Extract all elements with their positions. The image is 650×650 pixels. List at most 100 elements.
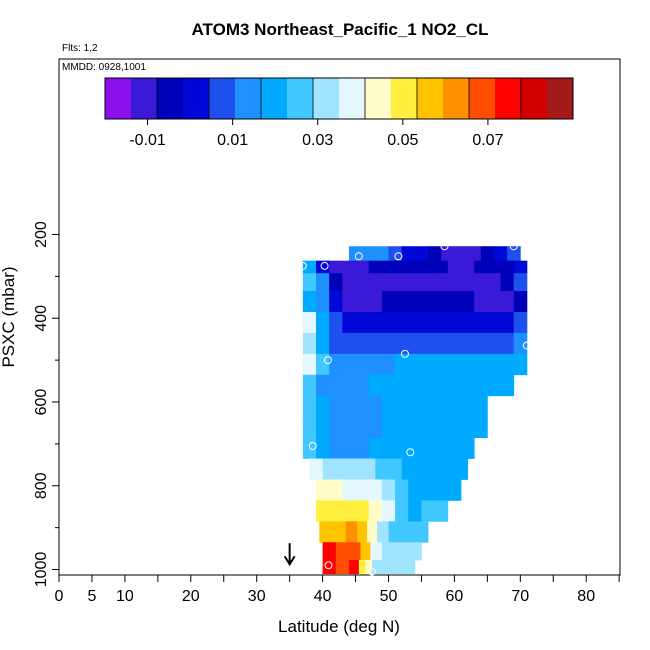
heatmap-cell bbox=[329, 395, 343, 418]
heatmap-cell bbox=[474, 273, 488, 292]
heatmap-cell bbox=[388, 521, 403, 543]
heatmap-cell bbox=[460, 273, 475, 292]
colorbar-swatch bbox=[235, 78, 262, 119]
observation-point bbox=[400, 349, 409, 358]
heatmap-cell bbox=[376, 521, 389, 543]
observation-points bbox=[298, 242, 531, 576]
observation-point bbox=[368, 567, 377, 576]
heatmap-cell bbox=[447, 291, 462, 313]
arrow-marker bbox=[283, 543, 296, 567]
heatmap-cell bbox=[408, 332, 422, 355]
heatmap-cell bbox=[329, 416, 343, 438]
x-axis-label: Latitude (deg N) bbox=[278, 617, 400, 636]
heatmap-cell bbox=[348, 246, 363, 262]
heatmap-cell bbox=[447, 479, 462, 501]
heatmap-cell bbox=[487, 260, 501, 274]
heatmap-cell bbox=[355, 260, 370, 274]
heatmap-cells bbox=[302, 246, 528, 575]
heatmap-cell bbox=[507, 246, 521, 262]
x-tick-label: 0 bbox=[55, 588, 64, 605]
heatmap-cell bbox=[513, 332, 528, 355]
heatmap-cell bbox=[316, 260, 330, 274]
x-tick-label: 60 bbox=[446, 588, 464, 605]
heatmap-cell bbox=[408, 479, 422, 501]
heatmap-cell bbox=[467, 246, 482, 262]
x-tick-label: 40 bbox=[314, 588, 332, 605]
heatmap-cell bbox=[388, 560, 403, 575]
heatmap-cell bbox=[302, 273, 317, 292]
heatmap-cell bbox=[302, 291, 317, 313]
y-tick-label: 800 bbox=[33, 472, 50, 499]
heatmap-cell bbox=[447, 332, 462, 355]
heatmap-cell bbox=[421, 273, 436, 292]
colorbar-swatch bbox=[183, 78, 210, 119]
heatmap-cell bbox=[381, 542, 396, 561]
heatmap-cell bbox=[381, 332, 396, 355]
heatmap-cell bbox=[329, 500, 343, 522]
x-axis: 0 5 10 20 30 40 50 60 70 80 bbox=[55, 575, 620, 605]
heatmap-cell bbox=[513, 291, 528, 313]
heatmap-cell bbox=[329, 374, 343, 397]
heatmap-cell bbox=[408, 353, 422, 376]
heatmap-cell bbox=[335, 458, 350, 480]
heatmap-cell bbox=[428, 458, 442, 480]
heatmap-cell bbox=[342, 500, 356, 522]
heatmap-cell bbox=[401, 246, 416, 262]
heatmap-cell bbox=[408, 416, 422, 438]
heatmap-cell bbox=[355, 332, 370, 355]
heatmap-cell bbox=[474, 311, 488, 334]
observation-point bbox=[324, 561, 333, 570]
heatmap-cell bbox=[322, 542, 337, 561]
heatmap-cell bbox=[395, 332, 409, 355]
heatmap-cell bbox=[447, 437, 462, 459]
heatmap-cell bbox=[500, 353, 515, 376]
heatmap-cell bbox=[332, 521, 347, 543]
y-tick-label: 600 bbox=[33, 389, 50, 416]
heatmap-cell bbox=[447, 260, 462, 274]
heatmap-cell bbox=[408, 273, 422, 292]
heatmap-cell bbox=[355, 374, 370, 397]
heatmap-cell bbox=[355, 311, 370, 334]
heatmap-cell bbox=[474, 353, 488, 376]
heatmap-cell bbox=[401, 521, 416, 543]
colorbar-swatch bbox=[287, 78, 314, 119]
heatmap-cell bbox=[388, 246, 403, 262]
heatmap-cell bbox=[434, 416, 449, 438]
observation-point bbox=[440, 242, 449, 251]
heatmap-cell bbox=[441, 458, 455, 480]
heatmap-cell bbox=[408, 260, 422, 274]
heatmap-cell bbox=[322, 560, 337, 575]
heatmap-cell bbox=[381, 374, 396, 397]
heatmap-cell bbox=[414, 246, 429, 262]
heatmap-cell bbox=[381, 291, 396, 313]
colorbar: -0.01 0.01 0.03 0.05 0.07 bbox=[104, 77, 574, 149]
heatmap-cell bbox=[302, 395, 317, 418]
heatmap-cell bbox=[395, 437, 409, 459]
heatmap-cell bbox=[368, 374, 383, 397]
heatmap-cell bbox=[316, 395, 330, 418]
heatmap-cell bbox=[395, 273, 409, 292]
heatmap-cell bbox=[428, 246, 442, 262]
heatmap-cell bbox=[487, 291, 501, 313]
heatmap-cell bbox=[408, 311, 422, 334]
colorbar-tick-label: -0.01 bbox=[129, 132, 166, 149]
heatmap-cell bbox=[375, 246, 389, 262]
heatmap-cell bbox=[421, 353, 436, 376]
heatmap-cell bbox=[381, 273, 396, 292]
heatmap-cell bbox=[434, 353, 449, 376]
heatmap-cell bbox=[316, 273, 330, 292]
heatmap-cell bbox=[421, 260, 436, 274]
observation-point bbox=[522, 341, 531, 350]
x-tick-label: 5 bbox=[87, 588, 96, 605]
heatmap-cell bbox=[408, 542, 422, 561]
heatmap-cell bbox=[372, 560, 380, 575]
heatmap-cell bbox=[355, 353, 370, 376]
heatmap-cell bbox=[500, 260, 515, 274]
heatmap-cell bbox=[493, 246, 508, 262]
heatmap-cell bbox=[316, 353, 330, 376]
y-tick-label: 400 bbox=[33, 305, 50, 332]
heatmap-cell bbox=[355, 479, 370, 501]
x-tick-label: 10 bbox=[116, 588, 134, 605]
heatmap-cell bbox=[421, 437, 436, 459]
heatmap-cell bbox=[460, 416, 475, 438]
